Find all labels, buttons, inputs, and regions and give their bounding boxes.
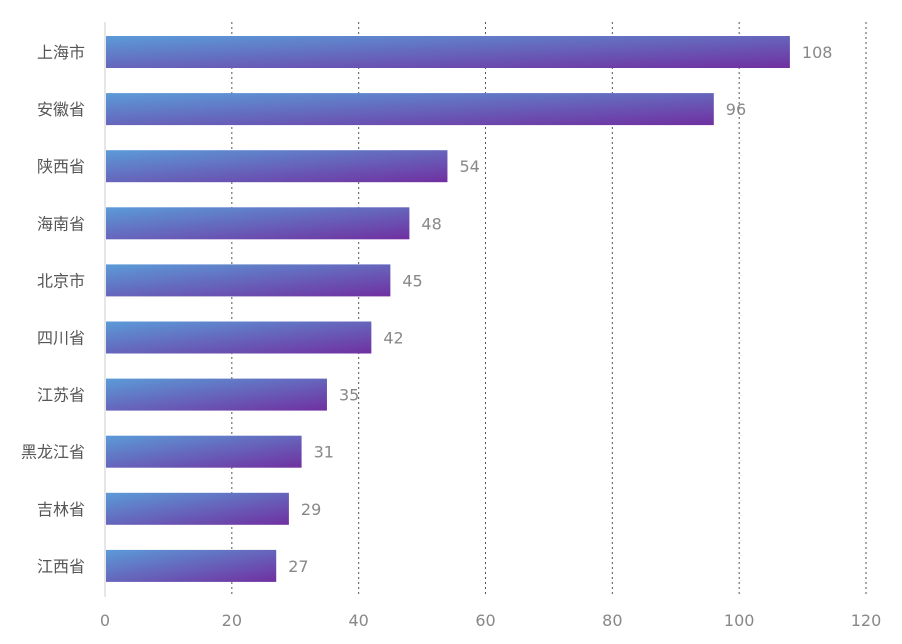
category-label: 安徽省 — [37, 100, 85, 119]
category-label: 陕西省 — [37, 157, 85, 176]
category-label: 黑龙江省 — [21, 443, 85, 462]
value-label: 42 — [383, 329, 403, 348]
category-label: 海南省 — [37, 214, 85, 233]
x-tick-label: 40 — [348, 611, 368, 630]
bar — [106, 207, 410, 240]
bar — [106, 93, 714, 126]
x-tick-label: 60 — [475, 611, 495, 630]
x-tick-label: 100 — [724, 611, 755, 630]
category-label: 北京市 — [37, 271, 85, 290]
value-labels: 108 96 54 48 45 42 35 31 29 27 — [288, 43, 832, 576]
bar — [106, 264, 391, 297]
x-tick-label: 120 — [851, 611, 882, 630]
category-label: 江苏省 — [37, 386, 85, 405]
x-tick-label: 0 — [100, 611, 110, 630]
value-label: 31 — [314, 443, 334, 462]
value-label: 27 — [288, 557, 308, 576]
category-label: 江西省 — [37, 557, 85, 576]
bar — [106, 321, 372, 354]
x-axis-ticks: 0 20 40 60 80 100 120 — [100, 611, 881, 630]
bars — [106, 36, 790, 582]
bar — [106, 378, 327, 411]
value-label: 108 — [802, 43, 833, 62]
category-label: 吉林省 — [37, 500, 85, 519]
value-label: 48 — [421, 214, 441, 233]
bar — [106, 549, 277, 582]
x-tick-label: 80 — [602, 611, 622, 630]
category-label: 上海市 — [37, 43, 85, 62]
value-label: 45 — [402, 271, 422, 290]
bar — [106, 36, 790, 68]
value-label: 96 — [726, 100, 746, 119]
bar — [106, 150, 448, 183]
value-label: 54 — [459, 157, 479, 176]
bar — [106, 435, 302, 468]
x-tick-label: 20 — [222, 611, 242, 630]
value-label: 29 — [301, 500, 321, 519]
bar — [106, 492, 289, 525]
category-label: 四川省 — [37, 329, 85, 348]
value-label: 35 — [339, 386, 359, 405]
